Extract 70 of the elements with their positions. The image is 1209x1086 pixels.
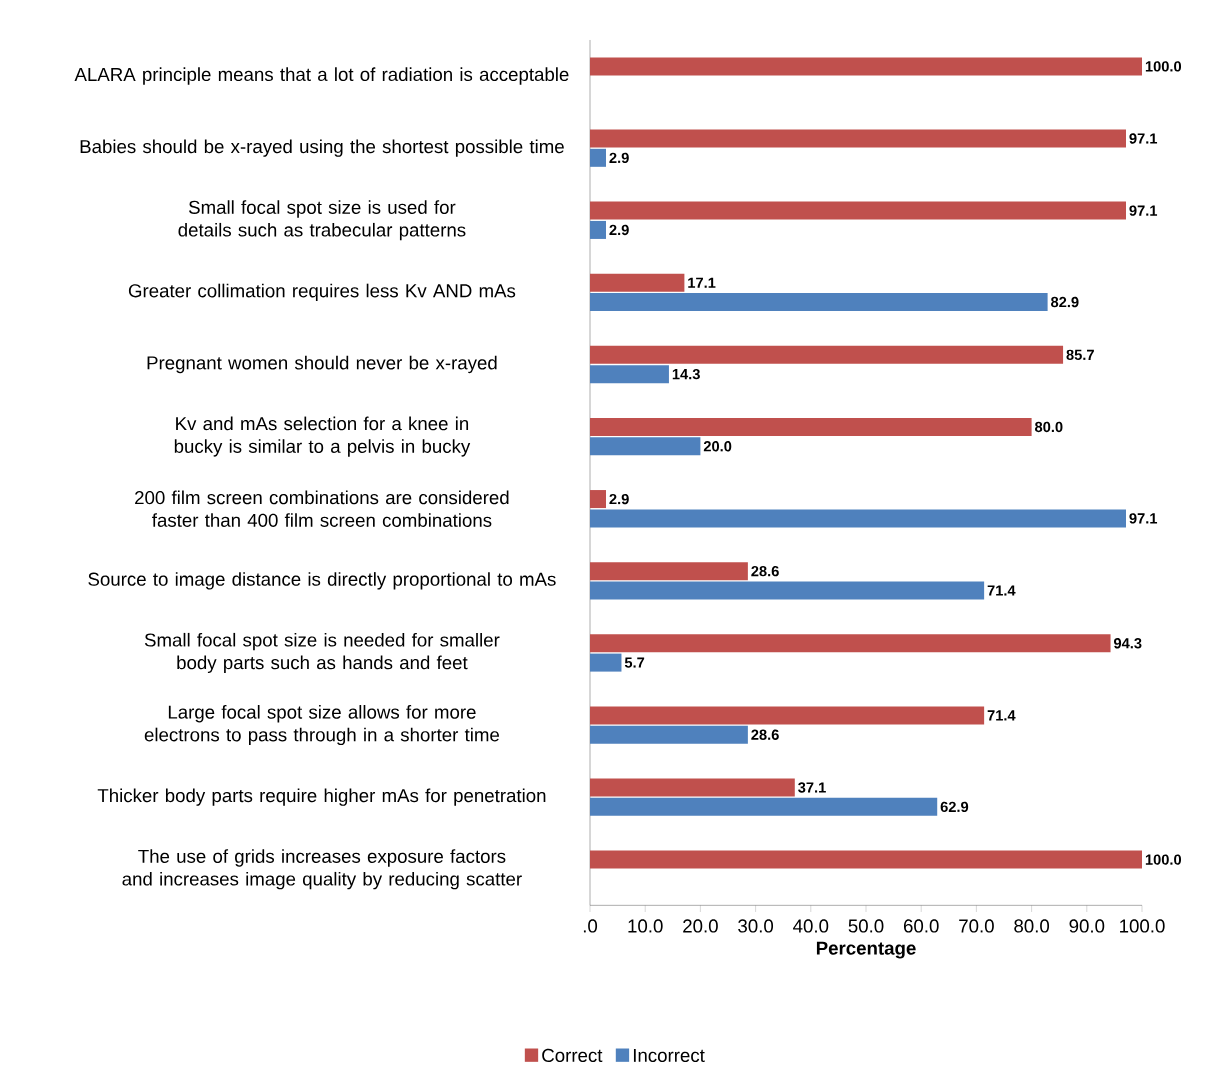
data-label: 2.9 [609, 152, 629, 164]
y-tick-label: Babies should be x-rayed using the shortest possible time [80, 139, 564, 157]
data-label: 28.6 [751, 565, 779, 577]
legend-label: Incorrect [633, 1049, 705, 1063]
y-tick-label: Small focal spot size is needed for smaller body parts such as hands and feet [144, 632, 500, 673]
y-tick-label: 200 film screen combinations are considered faster than 400 film screen combinations [135, 490, 509, 527]
y-tick-label: Small focal spot size is used for details such as trabecular patterns [178, 200, 466, 241]
data-label: 14.3 [672, 368, 700, 380]
bar [590, 365, 669, 384]
x-tick-label: 50.0 [848, 919, 884, 933]
data-label: 97.1 [1129, 513, 1158, 524]
x-tick-label: 90.0 [1069, 919, 1105, 933]
data-label: 20.0 [703, 441, 732, 452]
bar [590, 437, 701, 456]
y-tick-label: Thicker body parts require higher mAs for penetration [97, 788, 546, 806]
data-label: 100.0 [1145, 61, 1182, 72]
data-label: 17.1 [688, 277, 716, 288]
x-axis-title: Percentage [816, 941, 916, 959]
bar [590, 634, 1111, 653]
x-tick-label: 70.0 [959, 919, 994, 933]
bar [590, 509, 1126, 528]
bar [590, 293, 1048, 312]
y-tick-label: Kv and mAs selection for a knee in bucky is similar to a pelvis in bucky [174, 416, 471, 457]
y-tick-label: Pregnant women should never be x-rayed [147, 355, 497, 374]
data-label: 80.0 [1035, 421, 1063, 433]
y-tick-label: Greater collimation requires less Kv AND mAs [128, 283, 516, 302]
y-tick-label: The use of grids increases exposure factors and increases image quality by reducing scatter [122, 849, 522, 890]
bar [590, 220, 607, 239]
data-label: 62.9 [940, 801, 969, 813]
bar [590, 562, 748, 581]
bar [590, 778, 795, 797]
data-label: 5.7 [624, 657, 645, 668]
bar [590, 129, 1126, 148]
x-tick-label: 100.0 [1120, 919, 1165, 933]
x-tick-label: 20.0 [683, 919, 718, 933]
bar [590, 57, 1143, 76]
data-label: 71.4 [987, 585, 1016, 596]
legend-label: Correct [542, 1048, 603, 1063]
x-tick-label: 40.0 [793, 919, 829, 933]
x-tick-label: 60.0 [903, 919, 939, 933]
data-label: 82.9 [1051, 296, 1079, 308]
data-label: 28.6 [751, 729, 779, 740]
bar [590, 417, 1032, 436]
y-tick-label: Source to image distance is directly proportional to mAs [88, 572, 556, 590]
data-label: 97.1 [1129, 133, 1158, 144]
data-label: 97.1 [1129, 205, 1158, 216]
data-label: 71.4 [987, 710, 1016, 721]
bar [590, 345, 1064, 364]
data-label: 2.9 [609, 493, 629, 505]
data-label: 37.1 [798, 782, 826, 793]
bar [590, 581, 985, 600]
data-label: 85.7 [1066, 349, 1094, 361]
bar [590, 797, 938, 816]
x-tick-label: 30.0 [738, 919, 774, 933]
data-label: 100.0 [1145, 854, 1182, 865]
bar [590, 273, 685, 292]
bar [590, 490, 607, 509]
bar [590, 653, 622, 672]
data-label: 94.3 [1113, 638, 1142, 649]
x-tick-label: 10.0 [628, 919, 663, 933]
y-tick-label: Large focal spot size allows for more electrons to pass through in a shorter time [144, 705, 500, 746]
bar [590, 725, 748, 744]
data-label: 2.9 [609, 224, 629, 236]
x-tick-label: .0 [583, 919, 598, 933]
x-tick-label: 80.0 [1014, 919, 1050, 933]
bar [590, 850, 1143, 869]
bar [590, 706, 985, 725]
bar [590, 148, 607, 167]
y-tick-label: ALARA principle means that a lot of radiation is acceptable [74, 67, 569, 85]
bar [590, 201, 1126, 220]
